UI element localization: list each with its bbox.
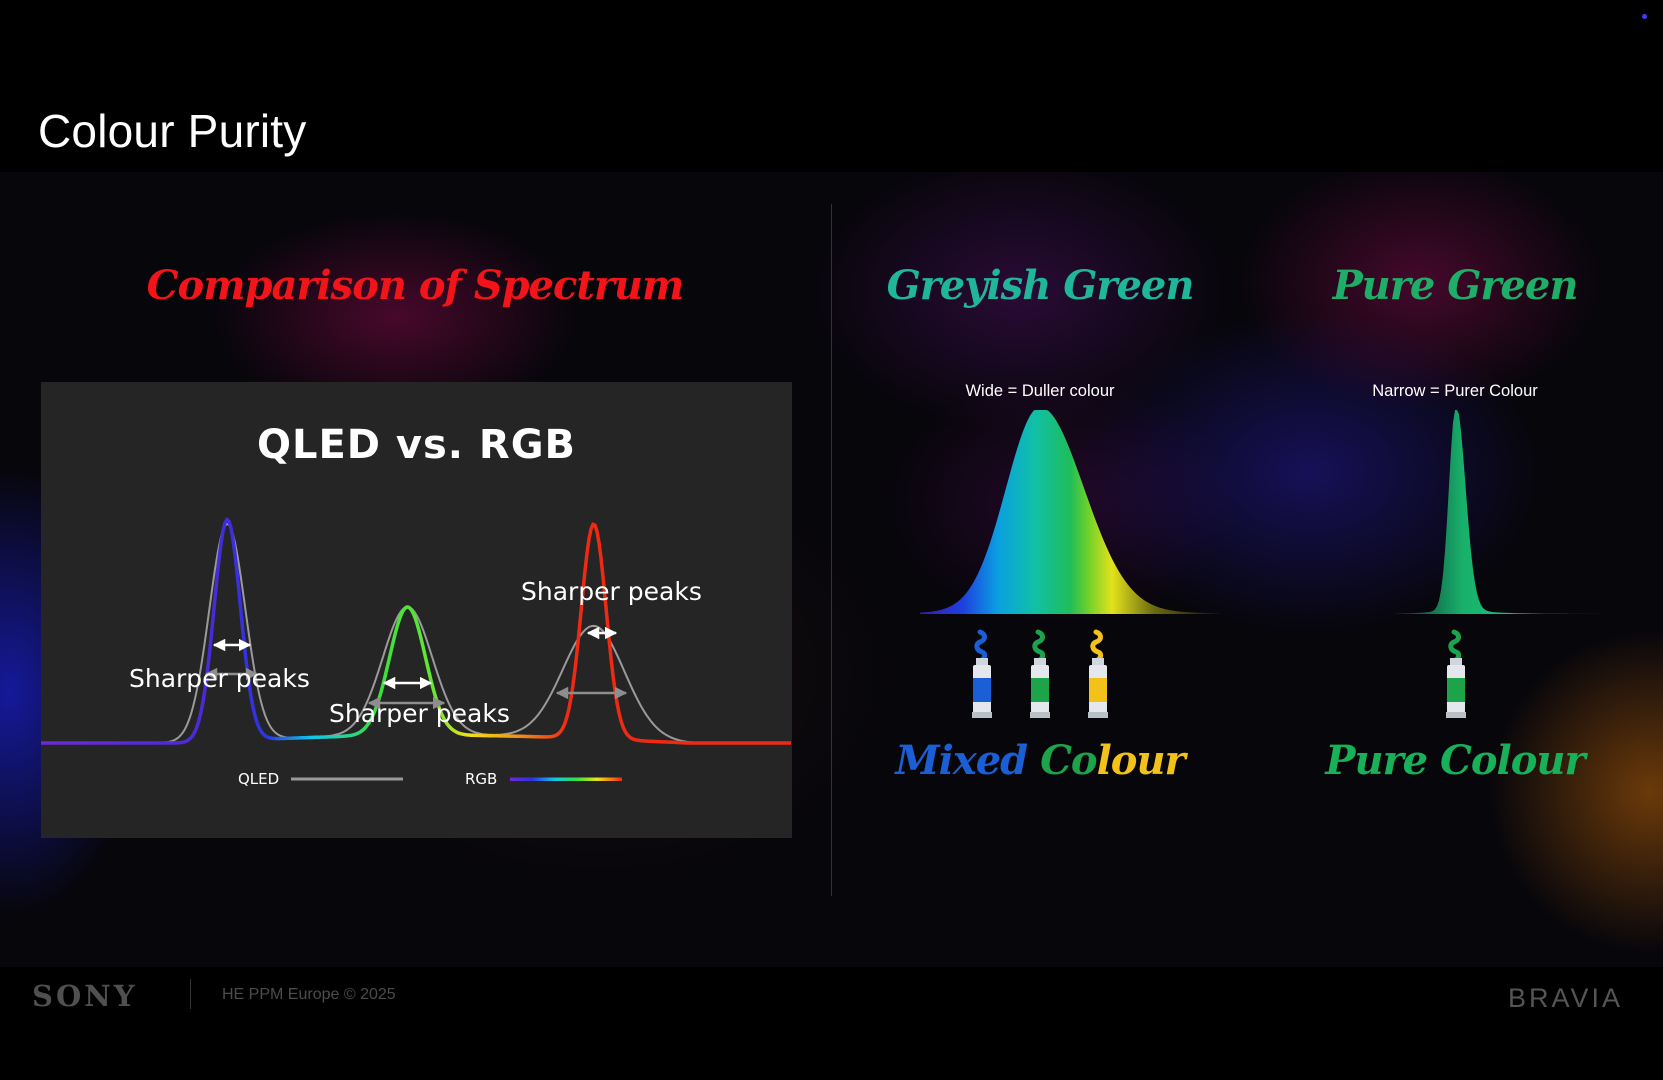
- slide-footer: SONY HE PPM Europe © 2025 BRAVIA: [0, 967, 1663, 1080]
- slide-content: Comparison of Spectrum QLED vs. RGB: [0, 172, 1663, 967]
- bravia-logo: BRAVIA: [1508, 983, 1624, 1013]
- mixed-colour-heading: Mixed Colour: [870, 737, 1210, 784]
- right-illustrations: [920, 410, 1620, 718]
- rgb-spectrum-line: [41, 516, 791, 745]
- indicator-dot: [1642, 14, 1647, 19]
- vertical-divider: [831, 204, 832, 896]
- mixed-colour-part-3: lour: [1096, 737, 1186, 784]
- green-paint-tube-icon: [1446, 629, 1466, 718]
- slide-header: Colour Purity: [0, 0, 1663, 172]
- wide-spectrum-curve: [920, 410, 1220, 614]
- spectrum-chart-panel: QLED vs. RGB: [41, 382, 792, 838]
- legend-rgb-swatch: [510, 777, 622, 781]
- page-title: Colour Purity: [38, 105, 307, 157]
- chart-title: QLED vs. RGB: [256, 422, 577, 468]
- copyright-text: HE PPM Europe © 2025: [222, 986, 396, 1003]
- footer-divider: [190, 979, 191, 1009]
- legend-qled-label: QLED: [238, 770, 279, 788]
- annotation-green-peak: Sharper peaks: [329, 699, 510, 728]
- annotation-blue-peak: Sharper peaks: [129, 664, 310, 693]
- wide-curve-caption: Wide = Duller colour: [965, 382, 1115, 400]
- mixed-colour-part-2: Co: [1040, 737, 1098, 784]
- blue-paint-tube-icon: [972, 629, 992, 718]
- legend-rgb-label: RGB: [465, 770, 497, 788]
- sony-logo: SONY: [32, 979, 138, 1013]
- narrow-spectrum-curve: [1395, 410, 1620, 614]
- comparison-heading: Comparison of Spectrum: [146, 262, 685, 309]
- yellow-paint-tube-icon: [1088, 629, 1108, 718]
- green-paint-tube-icon: [1030, 629, 1050, 718]
- spectrum-chart: Sharper peaks Sharper peaks Sharper peak…: [41, 516, 791, 788]
- greyish-green-heading: Greyish Green: [886, 262, 1195, 309]
- narrow-curve-caption: Narrow = Purer Colour: [1372, 382, 1538, 400]
- pure-colour-heading: Pure Colour: [1325, 737, 1585, 784]
- mixed-colour-part-1: Mixed: [895, 737, 1041, 784]
- annotation-red-peak: Sharper peaks: [521, 577, 702, 606]
- pure-green-heading: Pure Green: [1332, 262, 1579, 309]
